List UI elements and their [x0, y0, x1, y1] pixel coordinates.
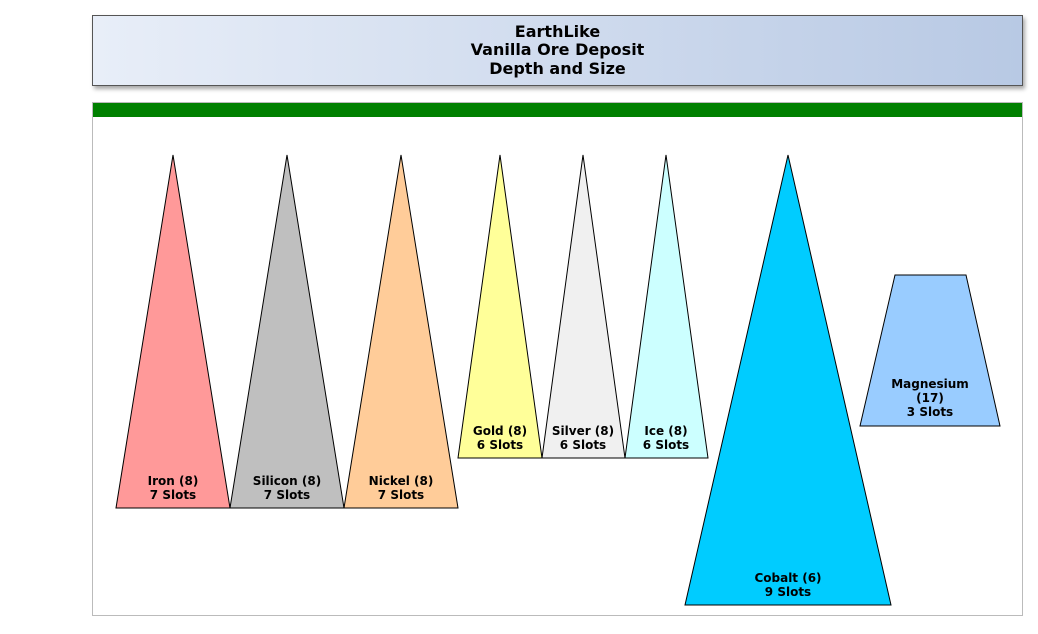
iron-label: Iron (8) 7 Slots	[148, 474, 199, 502]
diagram-title-box: EarthLike Vanilla Ore Deposit Depth and …	[92, 15, 1023, 86]
cobalt-name: Cobalt (6)	[754, 571, 822, 585]
silver-label: Silver (8) 6 Slots	[552, 424, 614, 452]
silver-deposit-shape	[541, 154, 626, 459]
cobalt-slots: 9 Slots	[764, 585, 812, 599]
iron-deposit-shape	[115, 154, 231, 509]
silicon-name: Silicon (8)	[252, 474, 322, 488]
gold-label: Gold (8) 6 Slots	[473, 424, 527, 452]
magnesium-name-line2: (17)	[916, 391, 944, 405]
magnesium-label: Magnesium (17) 3 Slots	[891, 377, 969, 419]
magnesium-name-line1: Magnesium	[891, 377, 969, 391]
silicon-slots: 7 Slots	[263, 488, 311, 502]
gold-name: Gold (8)	[472, 424, 528, 438]
ice-slots: 6 Slots	[642, 438, 690, 452]
deposit-shapes	[115, 154, 1001, 606]
ice-label: Ice (8) 6 Slots	[643, 424, 689, 452]
title-line-3: Depth and Size	[489, 58, 626, 78]
magnesium-slots: 3 Slots	[906, 405, 954, 419]
silicon-label: Silicon (8) 7 Slots	[253, 474, 321, 502]
cobalt-deposit-shape	[684, 154, 892, 606]
iron-slots: 7 Slots	[149, 488, 197, 502]
nickel-label: Nickel (8) 7 Slots	[369, 474, 434, 502]
nickel-deposit-shape	[343, 154, 459, 509]
nickel-name: Nickel (8)	[368, 474, 434, 488]
gold-deposit-shape	[457, 154, 543, 459]
title-line-1: EarthLike	[514, 21, 601, 41]
cobalt-label: Cobalt (6) 9 Slots	[754, 571, 821, 599]
surface-bar	[93, 103, 1022, 117]
silicon-deposit-shape	[229, 154, 345, 509]
gold-slots: 6 Slots	[476, 438, 524, 452]
magnesium-deposit-shape	[859, 274, 1001, 427]
ice-deposit-shape	[624, 154, 709, 459]
nickel-slots: 7 Slots	[377, 488, 425, 502]
iron-name: Iron (8)	[147, 474, 199, 488]
silver-name: Silver (8)	[551, 424, 615, 438]
title-line-2: Vanilla Ore Deposit	[470, 40, 645, 60]
silver-slots: 6 Slots	[559, 438, 607, 452]
ice-name: Ice (8)	[644, 424, 688, 438]
diagram-panel: Iron (8) 7 Slots Silicon (8) 7 Slots Nic…	[92, 102, 1023, 616]
